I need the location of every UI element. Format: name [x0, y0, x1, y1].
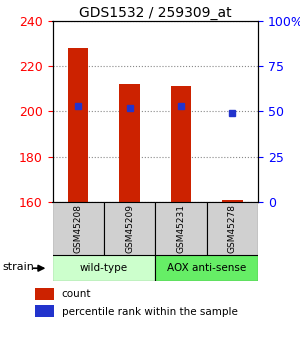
- Bar: [68, 48, 88, 202]
- Bar: [155, 202, 207, 255]
- Bar: [207, 202, 258, 255]
- Bar: [52, 255, 155, 281]
- Bar: [52, 202, 104, 255]
- Text: percentile rank within the sample: percentile rank within the sample: [62, 307, 238, 316]
- Title: GDS1532 / 259309_at: GDS1532 / 259309_at: [79, 6, 232, 20]
- Text: GSM45231: GSM45231: [176, 204, 185, 253]
- Bar: [171, 86, 191, 202]
- Text: wild-type: wild-type: [80, 263, 128, 273]
- Text: GSM45278: GSM45278: [228, 204, 237, 253]
- Bar: [155, 255, 258, 281]
- Text: AOX anti-sense: AOX anti-sense: [167, 263, 246, 273]
- Bar: [119, 84, 140, 202]
- Text: count: count: [62, 289, 91, 299]
- Text: strain: strain: [3, 262, 35, 272]
- Bar: [35, 288, 54, 300]
- Bar: [104, 202, 155, 255]
- Text: GSM45209: GSM45209: [125, 204, 134, 253]
- Text: GSM45208: GSM45208: [74, 204, 83, 253]
- Bar: [222, 199, 243, 202]
- Bar: [35, 305, 54, 317]
